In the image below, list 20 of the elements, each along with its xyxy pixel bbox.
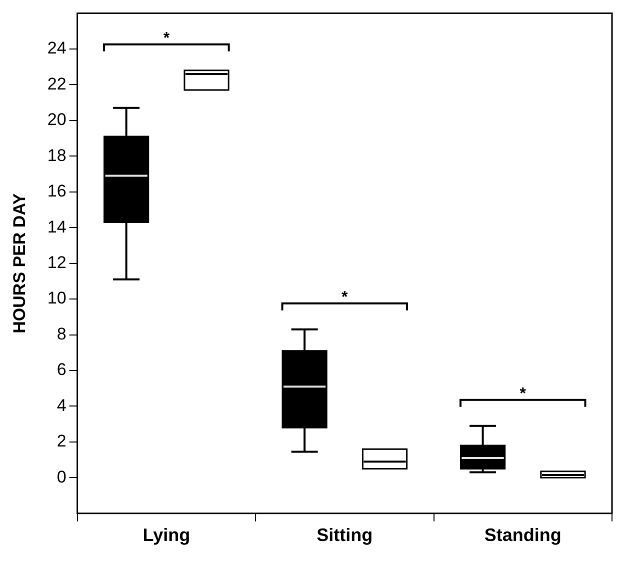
- y-tick-label: 8: [56, 324, 66, 344]
- x-tick-label: Lying: [142, 525, 190, 546]
- annotation: *: [520, 385, 527, 402]
- annotation: *: [342, 288, 349, 306]
- y-tick-label: 20: [47, 110, 66, 130]
- y-tick-label: 22: [47, 74, 66, 94]
- y-tick-label: 0: [56, 467, 66, 486]
- x-tick-label: Standing: [484, 525, 562, 546]
- y-tick-label: 10: [47, 288, 66, 308]
- y-tick-label: 14: [47, 217, 66, 236]
- x-tick-label: Sitting: [316, 525, 373, 546]
- y-tick-label: 2: [56, 432, 66, 451]
- y-tick-label: 4: [56, 396, 66, 415]
- y-tick-label: 24: [47, 38, 66, 58]
- y-tick-label: 12: [47, 252, 66, 272]
- y-tick-label: 16: [47, 182, 66, 201]
- y-axis-title: HOURS PER DAY: [10, 192, 29, 334]
- y-tick-label: 18: [47, 146, 66, 165]
- y-tick-label: 6: [56, 360, 66, 380]
- annotation: *: [163, 30, 170, 47]
